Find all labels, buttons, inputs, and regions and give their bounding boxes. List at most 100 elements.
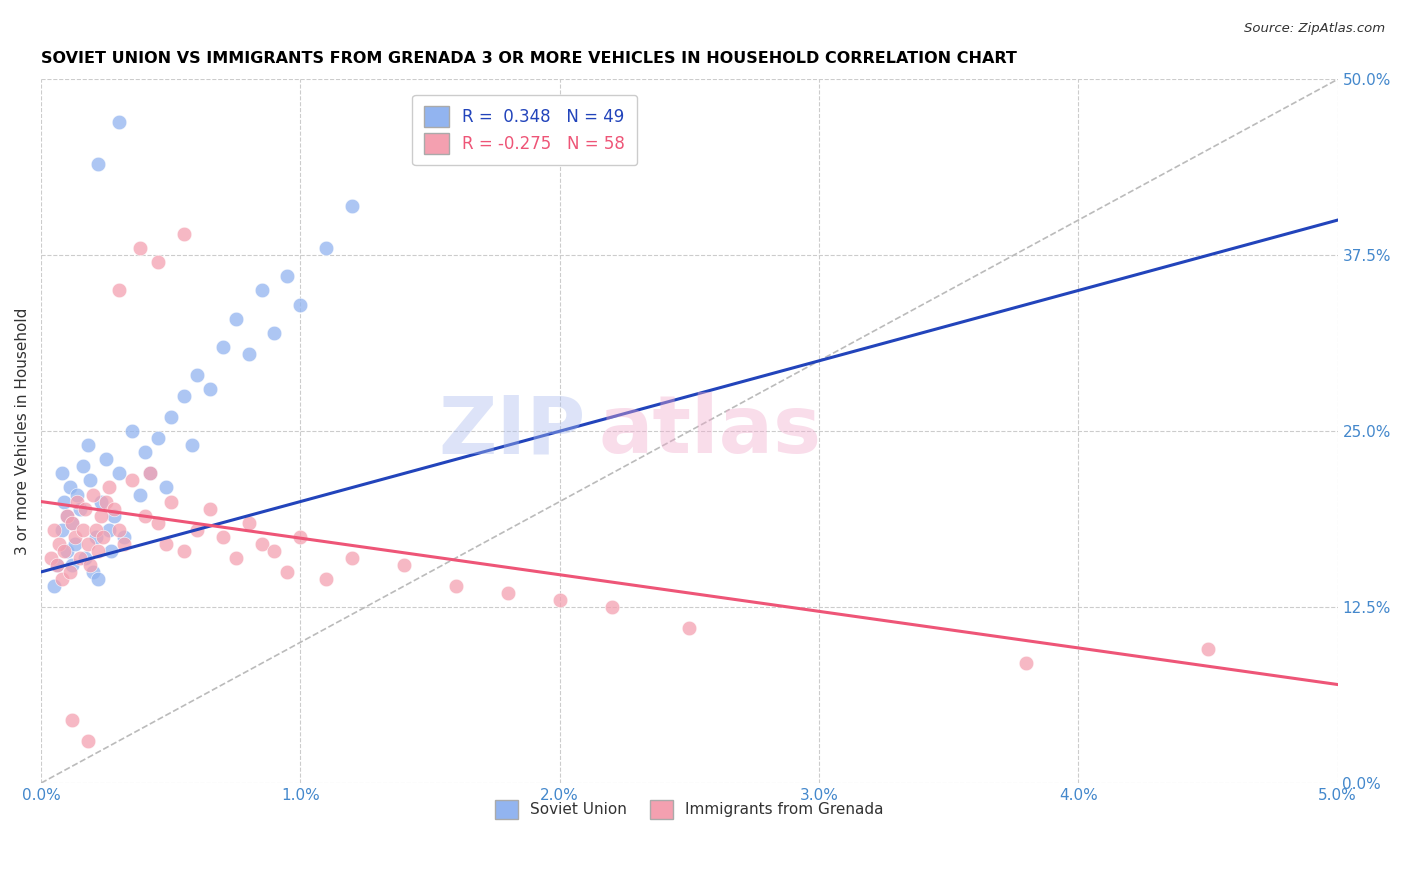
- Point: [42, 579, 65, 593]
- Point: [51, 572, 73, 586]
- Y-axis label: 3 or more Vehicles in Household: 3 or more Vehicles in Household: [15, 308, 30, 555]
- Point: [548, 593, 571, 607]
- Point: [225, 311, 247, 326]
- Point: [75, 550, 97, 565]
- Point: [76, 734, 98, 748]
- Point: [93, 530, 115, 544]
- Point: [90, 508, 112, 523]
- Point: [56, 508, 79, 523]
- Point: [103, 501, 125, 516]
- Point: [121, 424, 143, 438]
- Point: [45, 558, 67, 572]
- Point: [72, 523, 94, 537]
- Point: [97, 523, 120, 537]
- Point: [94, 494, 117, 508]
- Point: [60, 516, 83, 530]
- Point: [678, 621, 700, 635]
- Point: [155, 537, 177, 551]
- Point: [72, 459, 94, 474]
- Point: [108, 114, 131, 128]
- Text: ZIP: ZIP: [439, 392, 586, 470]
- Point: [155, 481, 177, 495]
- Point: [75, 501, 97, 516]
- Point: [66, 487, 89, 501]
- Point: [60, 713, 83, 727]
- Point: [56, 508, 79, 523]
- Point: [63, 537, 86, 551]
- Point: [51, 467, 73, 481]
- Point: [87, 544, 110, 558]
- Point: [108, 284, 131, 298]
- Point: [66, 494, 89, 508]
- Point: [82, 487, 104, 501]
- Point: [342, 199, 364, 213]
- Point: [173, 389, 195, 403]
- Point: [134, 445, 156, 459]
- Point: [186, 368, 208, 382]
- Legend: Soviet Union, Immigrants from Grenada: Soviet Union, Immigrants from Grenada: [489, 794, 890, 825]
- Point: [76, 438, 98, 452]
- Point: [290, 530, 312, 544]
- Point: [103, 508, 125, 523]
- Point: [134, 508, 156, 523]
- Point: [238, 347, 260, 361]
- Point: [139, 467, 162, 481]
- Point: [128, 241, 150, 255]
- Point: [198, 501, 221, 516]
- Point: [76, 537, 98, 551]
- Point: [87, 572, 110, 586]
- Point: [48, 537, 70, 551]
- Point: [90, 494, 112, 508]
- Point: [263, 326, 285, 340]
- Point: [84, 523, 107, 537]
- Point: [100, 544, 122, 558]
- Point: [121, 474, 143, 488]
- Point: [1015, 657, 1038, 671]
- Point: [60, 558, 83, 572]
- Point: [146, 431, 169, 445]
- Point: [94, 452, 117, 467]
- Point: [53, 494, 76, 508]
- Point: [238, 516, 260, 530]
- Point: [79, 474, 101, 488]
- Point: [146, 516, 169, 530]
- Text: atlas: atlas: [599, 392, 821, 470]
- Point: [45, 558, 67, 572]
- Point: [225, 550, 247, 565]
- Point: [97, 481, 120, 495]
- Point: [87, 157, 110, 171]
- Point: [128, 487, 150, 501]
- Point: [84, 530, 107, 544]
- Point: [82, 565, 104, 579]
- Point: [263, 544, 285, 558]
- Point: [276, 565, 298, 579]
- Text: SOVIET UNION VS IMMIGRANTS FROM GRENADA 3 OR MORE VEHICLES IN HOUSEHOLD CORRELAT: SOVIET UNION VS IMMIGRANTS FROM GRENADA …: [41, 51, 1017, 66]
- Point: [146, 255, 169, 269]
- Point: [342, 550, 364, 565]
- Point: [159, 494, 181, 508]
- Point: [139, 467, 162, 481]
- Point: [1197, 642, 1219, 657]
- Point: [42, 523, 65, 537]
- Point: [79, 558, 101, 572]
- Point: [51, 523, 73, 537]
- Text: Source: ZipAtlas.com: Source: ZipAtlas.com: [1244, 22, 1385, 36]
- Point: [180, 438, 202, 452]
- Point: [496, 586, 519, 600]
- Point: [315, 572, 337, 586]
- Point: [63, 530, 86, 544]
- Point: [60, 516, 83, 530]
- Point: [392, 558, 415, 572]
- Point: [59, 481, 82, 495]
- Point: [108, 467, 131, 481]
- Point: [211, 530, 233, 544]
- Point: [444, 579, 467, 593]
- Point: [186, 523, 208, 537]
- Point: [276, 269, 298, 284]
- Point: [315, 241, 337, 255]
- Point: [108, 523, 131, 537]
- Point: [69, 501, 91, 516]
- Point: [173, 544, 195, 558]
- Point: [173, 227, 195, 242]
- Point: [53, 544, 76, 558]
